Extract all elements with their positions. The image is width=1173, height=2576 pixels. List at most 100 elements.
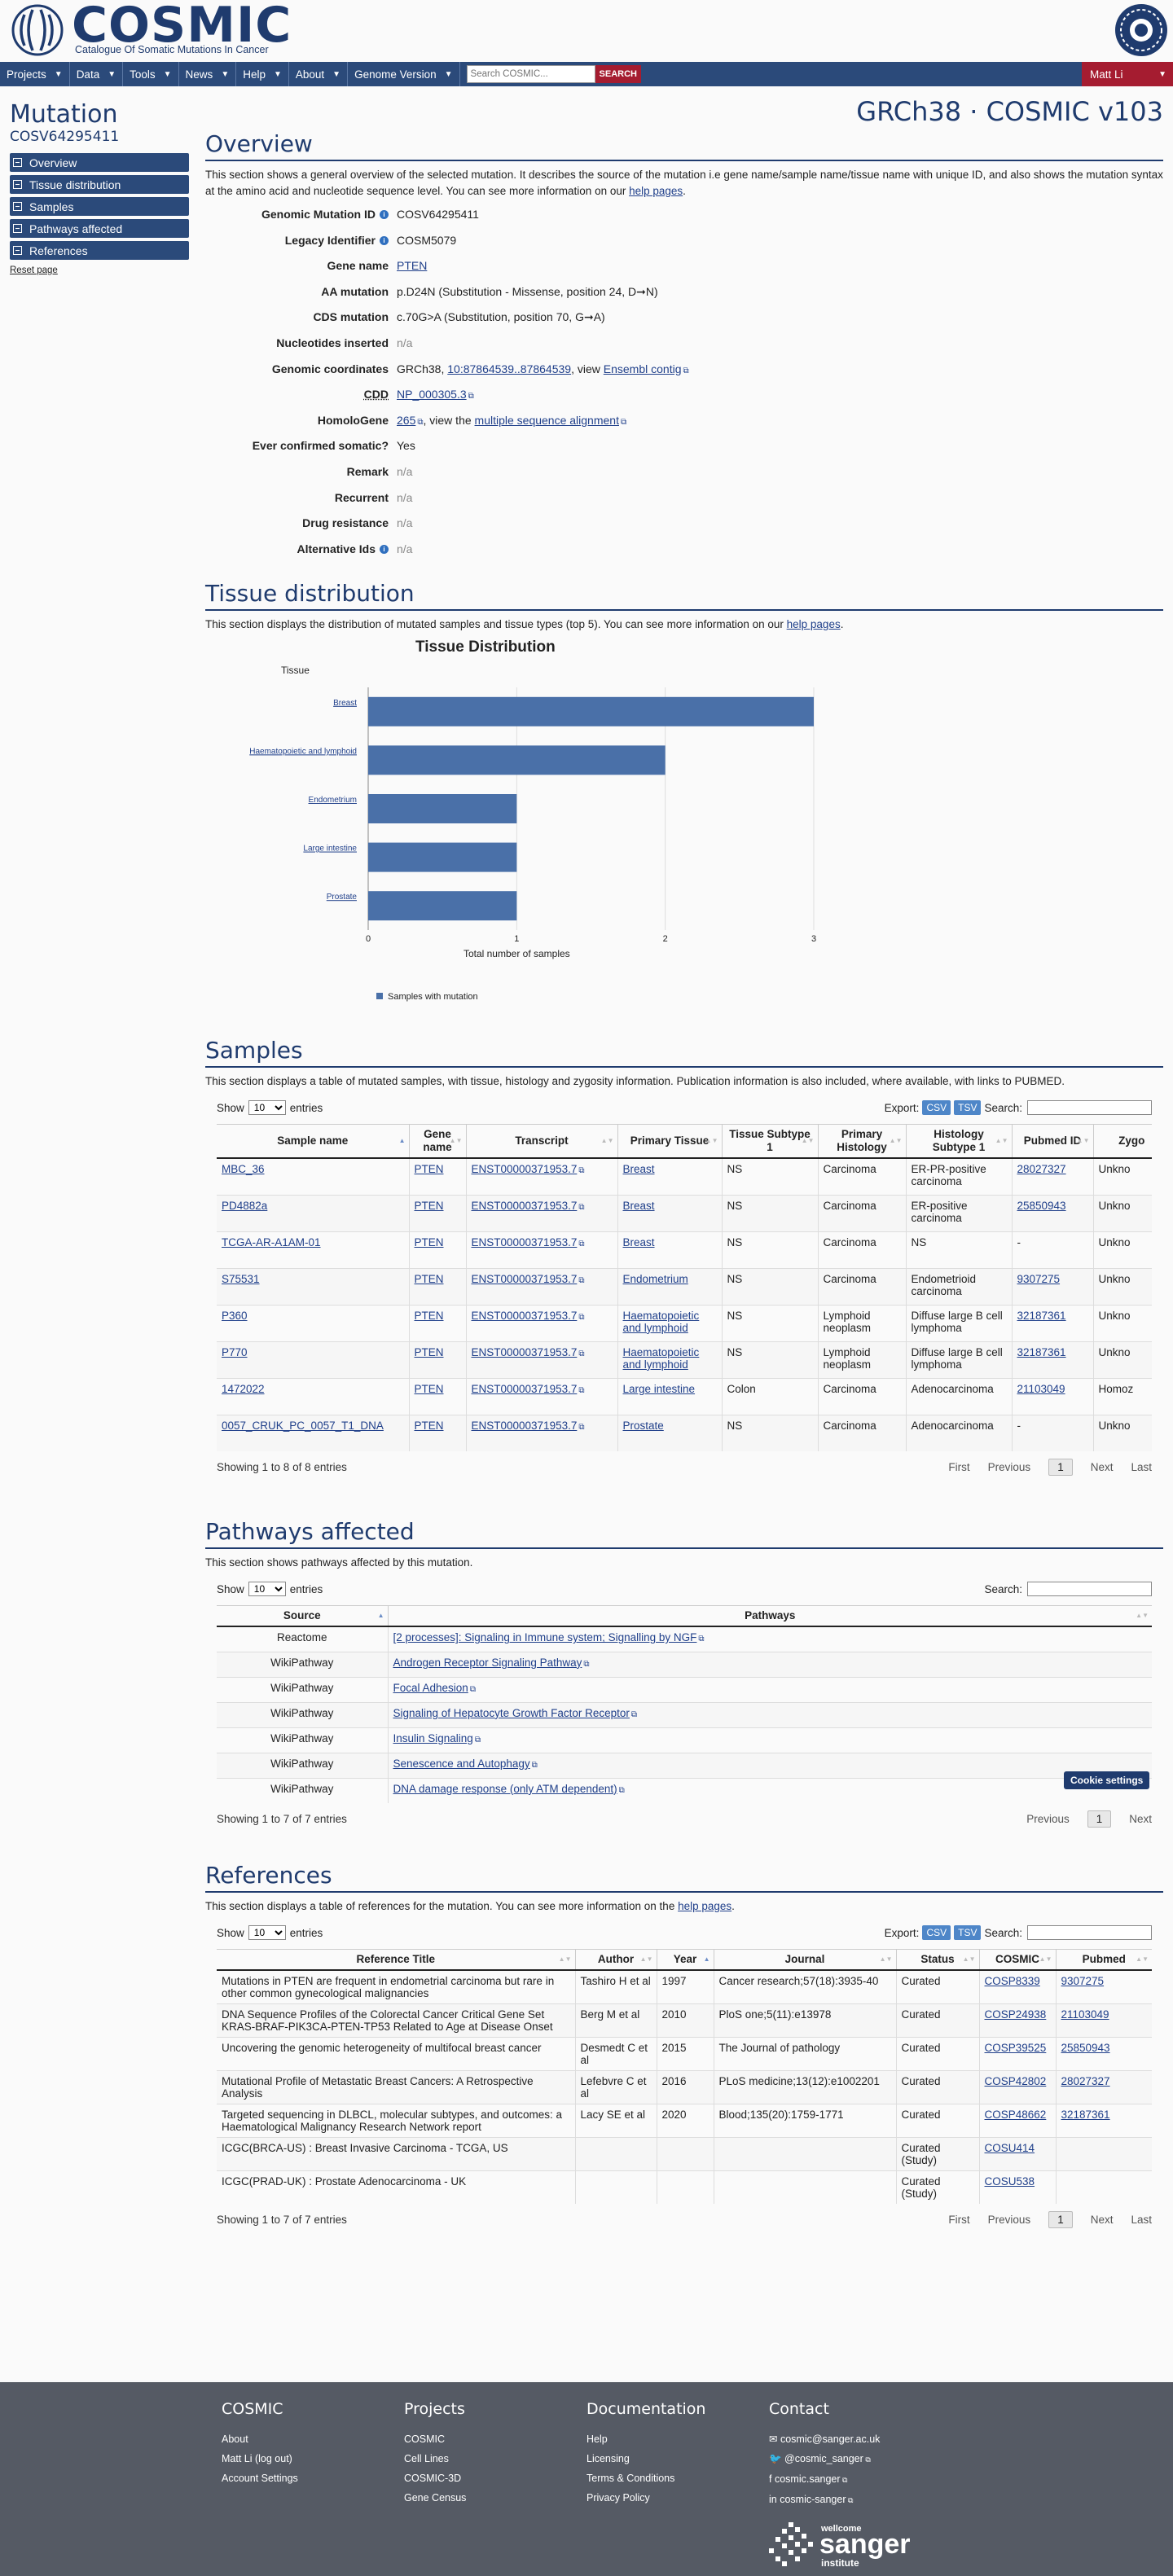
next-page-button[interactable]: Next	[1129, 1813, 1152, 1826]
footer-link[interactable]: Licensing	[586, 2453, 630, 2464]
brand-name[interactable]: COSMIC	[72, 0, 292, 54]
footer-link[interactable]: Gene Census	[404, 2492, 467, 2504]
cell-link[interactable]: PTEN	[414, 1345, 444, 1358]
last-page-button[interactable]: Last	[1131, 2214, 1152, 2227]
help-link[interactable]: help pages	[786, 618, 841, 631]
cell-link[interactable]: ENST00000371953.7	[471, 1309, 578, 1322]
cell-link[interactable]: Haematopoietic and lymphoid	[622, 1309, 700, 1334]
column-header[interactable]: Sample name ▲	[217, 1124, 409, 1160]
column-header[interactable]: Zygo▲▼	[1092, 1124, 1152, 1160]
cell-link[interactable]: Breast	[622, 1163, 655, 1176]
table-search-input[interactable]	[1027, 1100, 1152, 1116]
cookie-settings-button[interactable]: Cookie settings	[1064, 1771, 1150, 1789]
cell-link[interactable]: Large intestine	[622, 1382, 696, 1395]
cell-link[interactable]: COSP48662	[984, 2109, 1047, 2122]
cell-link[interactable]: COSP8339	[984, 1975, 1040, 1988]
cell-link[interactable]: PTEN	[414, 1235, 444, 1249]
cell-link[interactable]: PTEN	[414, 1199, 444, 1212]
info-icon[interactable]: i	[380, 544, 389, 554]
column-header[interactable]: Reference Title ▲▼	[217, 1949, 575, 1972]
column-header[interactable]: Pubmed ID ▲▼	[1011, 1124, 1093, 1160]
page-size-select[interactable]: 10	[248, 1582, 286, 1597]
cell-link[interactable]: ENST00000371953.7	[471, 1382, 578, 1395]
nav-news[interactable]: News ▼	[179, 62, 237, 86]
alignment-link[interactable]: multiple sequence alignment	[474, 413, 619, 427]
last-page-button[interactable]: Last	[1131, 1461, 1152, 1474]
footer-link[interactable]: f cosmic.sanger ⧉	[769, 2473, 848, 2485]
cell-link[interactable]: PTEN	[414, 1163, 444, 1176]
pathway-link[interactable]: Androgen Receptor Signaling Pathway	[393, 1656, 582, 1669]
cdd-link[interactable]: NP_000305.3	[397, 388, 467, 402]
column-header[interactable]: Pathways ▲▼	[387, 1605, 1152, 1628]
user-menu[interactable]: Matt Li ▼	[1082, 62, 1173, 86]
next-page-button[interactable]: Next	[1090, 1461, 1114, 1474]
cell-link[interactable]: PTEN	[414, 1309, 444, 1322]
first-page-button[interactable]: First	[948, 2214, 970, 2227]
footer-link[interactable]: 🐦 @cosmic_sanger ⧉	[769, 2453, 871, 2464]
cell-link[interactable]: 32187361	[1061, 2109, 1110, 2122]
homologene-link[interactable]: 265	[397, 413, 416, 427]
pathway-link[interactable]: Signaling of Hepatocyte Growth Factor Re…	[393, 1706, 630, 1719]
footer-link[interactable]: Help	[586, 2433, 608, 2445]
search-button[interactable]: SEARCH	[595, 65, 641, 83]
footer-link[interactable]: Terms & Conditions	[586, 2473, 675, 2484]
cell-link[interactable]: ENST00000371953.7	[471, 1419, 578, 1432]
cell-link[interactable]: 21103049	[1061, 2008, 1109, 2021]
cell-link[interactable]: Breast	[622, 1199, 655, 1212]
bar-large-intestine[interactable]	[368, 842, 517, 872]
info-icon[interactable]: i	[380, 235, 389, 245]
footer-link[interactable]: Privacy Policy	[586, 2492, 650, 2504]
pathway-link[interactable]: Senescence and Autophagy	[393, 1757, 530, 1770]
nav-help[interactable]: Help ▼	[236, 62, 289, 86]
cosmic-logo-icon[interactable]	[7, 3, 72, 57]
next-page-button[interactable]: Next	[1090, 2214, 1114, 2227]
cell-link[interactable]: COSP24938	[984, 2008, 1047, 2021]
cell-link[interactable]: PTEN	[414, 1272, 444, 1285]
first-page-button[interactable]: First	[948, 1461, 970, 1474]
cell-link[interactable]: 1472022	[222, 1382, 265, 1395]
help-link[interactable]: help pages	[629, 185, 683, 197]
reset-page-link[interactable]: Reset page	[10, 265, 58, 275]
cell-link[interactable]: 0057_CRUK_PC_0057_T1_DNA	[222, 1419, 384, 1432]
nav-data[interactable]: Data ▼	[70, 62, 124, 86]
help-link[interactable]: help pages	[678, 1900, 732, 1913]
bar-haematopoietic-and-lymphoid[interactable]	[368, 745, 666, 775]
cell-link[interactable]: 9307275	[1017, 1272, 1061, 1285]
column-header[interactable]: Journal ▲▼	[713, 1949, 896, 1972]
cell-link[interactable]: 32187361	[1017, 1345, 1066, 1358]
y-tick-label[interactable]: Large intestine	[303, 845, 357, 854]
page-size-select[interactable]: 10	[248, 1100, 286, 1116]
column-header[interactable]: COSMIC ▲▼	[978, 1949, 1056, 1972]
column-header[interactable]: Author ▲▼	[574, 1949, 657, 1972]
bar-endometrium[interactable]	[368, 794, 517, 824]
column-header[interactable]: Year ▲	[656, 1949, 714, 1972]
coords-link[interactable]: 10:87864539..87864539	[447, 362, 572, 375]
footer-link[interactable]: COSMIC-3D	[404, 2473, 462, 2484]
current-page-button[interactable]: 1	[1048, 2211, 1073, 2229]
footer-link[interactable]: About	[222, 2433, 248, 2445]
y-tick-label[interactable]: Breast	[333, 699, 357, 708]
table-search-input[interactable]	[1027, 1925, 1152, 1941]
pathway-link[interactable]: Insulin Signaling	[393, 1731, 473, 1744]
info-icon[interactable]: i	[380, 210, 389, 219]
cell-link[interactable]: S75531	[222, 1272, 260, 1285]
ensembl-link[interactable]: Ensembl contig	[603, 362, 682, 375]
nav-about[interactable]: About ▼	[289, 62, 349, 86]
cell-link[interactable]: 21103049	[1017, 1382, 1065, 1395]
pathway-link[interactable]: [2 processes]: Signaling in Immune syste…	[393, 1631, 697, 1644]
bar-prostate[interactable]	[368, 891, 517, 921]
cell-link[interactable]: ENST00000371953.7	[471, 1163, 578, 1176]
sidebar-item-tissue[interactable]: Tissue distribution	[10, 175, 189, 194]
bar-breast[interactable]	[368, 697, 814, 727]
sidebar-item-samples[interactable]: Samples	[10, 197, 189, 216]
cell-link[interactable]: PD4882a	[222, 1199, 268, 1212]
sidebar-item-references[interactable]: References	[10, 241, 189, 260]
cell-link[interactable]: TCGA-AR-A1AM-01	[222, 1235, 321, 1249]
export-tsv-button[interactable]: TSV	[954, 1925, 982, 1941]
column-header[interactable]: Gene name ▲▼	[408, 1124, 466, 1160]
cell-link[interactable]: COSP42802	[984, 2075, 1047, 2088]
current-page-button[interactable]: 1	[1087, 1810, 1112, 1828]
cell-link[interactable]: Endometrium	[622, 1272, 688, 1285]
cell-link[interactable]: PTEN	[414, 1419, 444, 1432]
table-search-input[interactable]	[1027, 1582, 1152, 1597]
